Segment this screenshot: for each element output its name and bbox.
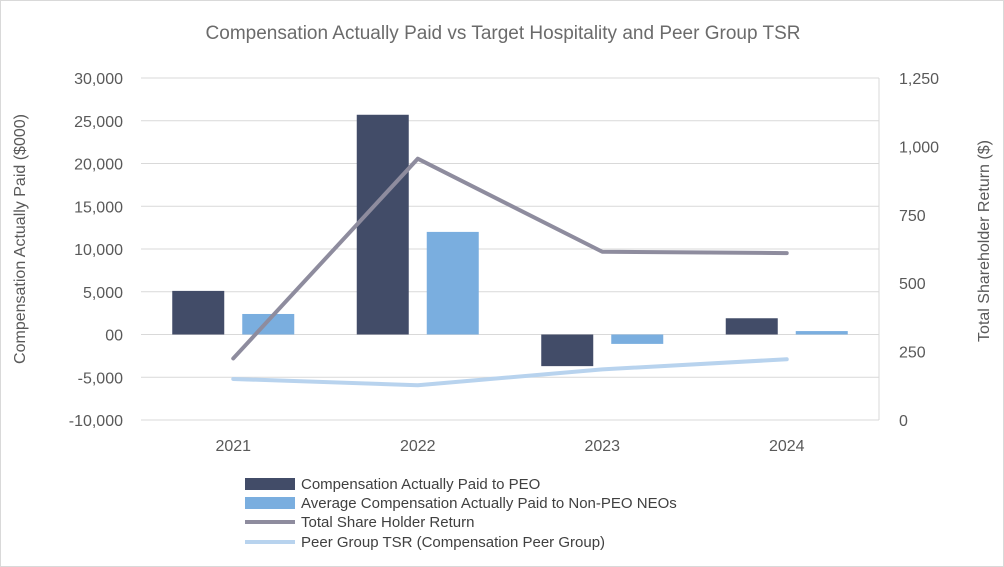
y2-tick-label: 1,250: [899, 71, 939, 88]
bar-peo-2022: [356, 114, 409, 335]
x-tick-label: 2023: [584, 438, 620, 455]
y-tick-label: 10,000: [74, 242, 123, 259]
x-tick-label: 2024: [769, 438, 805, 455]
y-tick-label: 30,000: [74, 71, 123, 88]
y-tick-label: 15,000: [74, 199, 123, 216]
bar-peo-2023: [541, 334, 594, 367]
y-tick-label: 00: [105, 328, 123, 345]
bar-peo-2024: [725, 318, 778, 335]
gridlines: [141, 77, 879, 421]
y2-tick-label: 250: [899, 345, 926, 362]
x-tick-label: 2022: [400, 438, 436, 455]
legend-swatch-non-peo: [245, 497, 295, 509]
bars: [172, 114, 848, 367]
left-axis-ticks: 30,000 25,000 20,000 15,000 10,000 5,000 00 -5,…: [69, 71, 123, 430]
x-axis-ticks: 2021 2022 2023 2024: [215, 438, 804, 455]
x-tick-label: 2021: [215, 438, 251, 455]
bar-non-peo-2023: [611, 334, 664, 344]
legend-label-peo: Compensation Actually Paid to PEO: [301, 476, 540, 493]
left-axis-title: Compensation Actually Paid ($000): [12, 114, 29, 364]
right-axis-title: Total Shareholder Return ($): [976, 140, 993, 342]
legend: Compensation Actually Paid to PEO Averag…: [245, 476, 677, 551]
y2-tick-label: 750: [899, 208, 926, 225]
lines: [231, 156, 789, 388]
y2-tick-label: 0: [899, 413, 908, 430]
y2-tick-label: 500: [899, 276, 926, 293]
legend-swatch-peo: [245, 478, 295, 490]
y-tick-label: 5,000: [83, 285, 123, 302]
legend-label-non-peo: Average Compensation Actually Paid to No…: [301, 495, 677, 512]
right-axis-ticks: 1,250 1,000 750 500 250 0: [899, 71, 939, 430]
legend-label-tsr: Total Share Holder Return: [301, 514, 474, 531]
y-tick-label: -5,000: [78, 370, 123, 387]
legend-label-peer-tsr: Peer Group TSR (Compensation Peer Group): [301, 534, 605, 551]
tsr-line: [231, 156, 789, 361]
y-tick-label: 20,000: [74, 157, 123, 174]
y2-tick-label: 1,000: [899, 139, 939, 156]
peer-tsr-line: [231, 357, 789, 388]
y-tick-label: 25,000: [74, 114, 123, 131]
bar-non-peo-2024: [795, 331, 848, 335]
bar-non-peo-2022: [426, 231, 479, 335]
chart-title: Compensation Actually Paid vs Target Hos…: [206, 23, 801, 44]
y-tick-label: -10,000: [69, 413, 123, 430]
bar-peo-2021: [172, 290, 225, 335]
bar-non-peo-2021: [242, 313, 295, 335]
